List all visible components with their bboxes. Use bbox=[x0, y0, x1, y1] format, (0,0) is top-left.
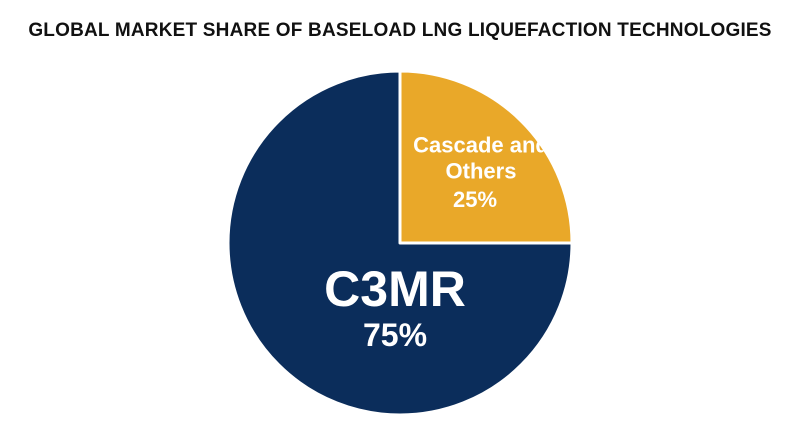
slice-label: Cascade and Others bbox=[413, 132, 549, 184]
chart-title: GLOBAL MARKET SHARE OF BASELOAD LNG LIQU… bbox=[28, 20, 772, 41]
pie-slice bbox=[226, 69, 574, 417]
slice-value-label: 75% bbox=[362, 316, 428, 353]
slice-value-label: 25% bbox=[452, 186, 498, 212]
pie-slice bbox=[398, 69, 574, 245]
slice-label: C3MR bbox=[324, 261, 466, 317]
